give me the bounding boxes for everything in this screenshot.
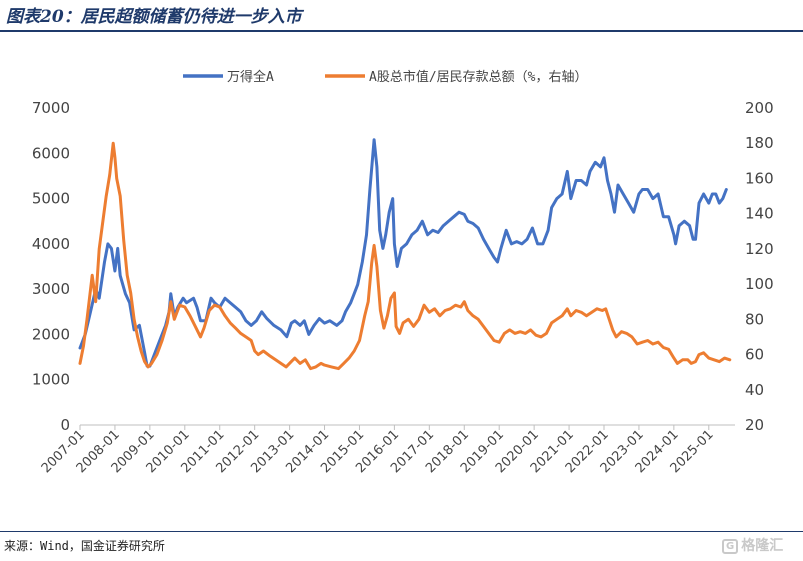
y-left-tick-label: 1000 (32, 371, 70, 389)
watermark-badge-icon: G (722, 539, 739, 554)
legend-label: 万得全A (227, 69, 274, 85)
y-left-tick-label: 3000 (32, 280, 70, 298)
y-left-tick-label: 5000 (32, 190, 70, 208)
y-left-tick-label: 7000 (32, 99, 70, 117)
y-left-tick-label: 6000 (32, 144, 70, 162)
y-left-tick-label: 2000 (32, 325, 70, 343)
y-right-tick-label: 20 (745, 416, 764, 434)
line-chart: 万得全A A股总市值/居民存款总额（%，右轴） 0 1000 2000 3000 4000… (32, 69, 774, 476)
y-left-tick-label: 0 (60, 416, 70, 434)
series-layer (78, 138, 732, 371)
y-right-axis: 20 40 60 80 100 120 140 160 180 200 (745, 99, 774, 434)
legend-label: A股总市值/居民存款总额（%，右轴） (369, 69, 587, 85)
series-line-mktcap-deposit-ratio (78, 141, 732, 371)
y-right-tick-label: 80 (745, 310, 764, 328)
y-left-axis: 0 1000 2000 3000 4000 5000 6000 7000 (32, 99, 70, 434)
series-line-wind-all-a (78, 138, 728, 368)
title-rule (0, 30, 803, 32)
y-left-tick-label: 4000 (32, 235, 70, 253)
y-right-tick-label: 200 (745, 99, 774, 117)
y-right-tick-label: 160 (745, 169, 774, 187)
watermark-text: 格隆汇 (741, 538, 784, 554)
y-right-tick-label: 180 (745, 134, 774, 152)
y-right-tick-label: 40 (745, 381, 764, 399)
y-right-tick-label: 100 (745, 275, 774, 293)
y-right-tick-label: 120 (745, 240, 774, 258)
y-right-tick-label: 140 (745, 205, 774, 223)
x-axis: 2007-012008-012009-012010-012011-012012-… (39, 425, 717, 476)
footer-rule (0, 531, 803, 532)
source-note: 来源：Wind，国金证券研究所 (4, 539, 165, 553)
watermark-logo: G 格隆汇 (722, 535, 783, 555)
figure-title: 图表20：居民超额储蓄仍待进一步入市 (6, 7, 302, 27)
y-right-tick-label: 60 (745, 346, 764, 364)
chart-legend: 万得全A A股总市值/居民存款总额（%，右轴） (183, 69, 587, 85)
